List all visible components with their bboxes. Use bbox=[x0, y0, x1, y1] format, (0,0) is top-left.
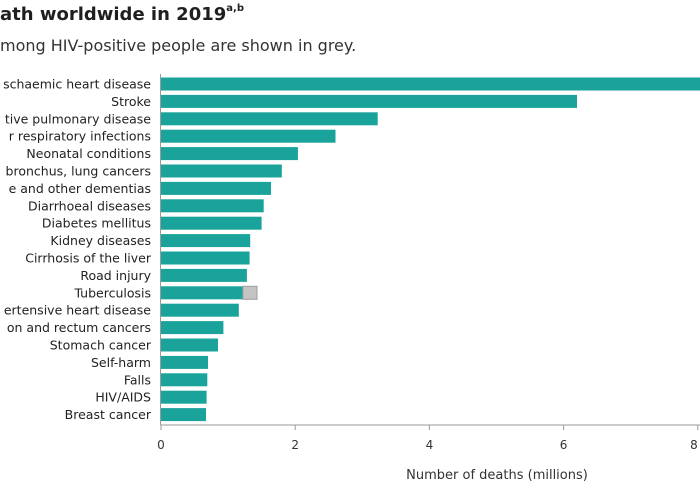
bar bbox=[161, 355, 208, 369]
category-label: schaemic heart disease bbox=[3, 77, 151, 92]
x-tick-label: 6 bbox=[560, 438, 568, 452]
category-label: Road injury bbox=[80, 268, 151, 283]
category-label: tive pulmonary disease bbox=[5, 111, 151, 126]
category-label: e and other dementias bbox=[9, 181, 151, 196]
bar-hiv-positive-segment bbox=[242, 285, 258, 300]
x-tick-label: 2 bbox=[291, 438, 299, 452]
chart-title: ath worldwide in 2019a,b bbox=[0, 3, 244, 25]
bar bbox=[161, 181, 271, 195]
x-tick-label: 0 bbox=[157, 438, 165, 452]
category-label: Stroke bbox=[111, 94, 151, 109]
x-axis-title: Number of deaths (millions) bbox=[406, 468, 588, 483]
category-label: Diabetes mellitus bbox=[42, 216, 151, 231]
category-label: Stomach cancer bbox=[50, 338, 152, 353]
category-label: Diarrhoeal diseases bbox=[28, 198, 151, 213]
bar bbox=[161, 408, 206, 422]
bar bbox=[161, 77, 700, 91]
bar bbox=[161, 147, 298, 161]
category-label: Tuberculosis bbox=[73, 285, 151, 300]
bar bbox=[161, 286, 243, 300]
category-label: Breast cancer bbox=[65, 407, 152, 422]
category-label: Cirrhosis of the liver bbox=[25, 251, 152, 266]
bar bbox=[161, 251, 250, 265]
bar bbox=[161, 373, 208, 387]
category-label: HIV/AIDS bbox=[95, 390, 151, 405]
chart-title-text: ath worldwide in 2019 bbox=[0, 4, 227, 25]
bar bbox=[161, 129, 336, 143]
bar bbox=[161, 268, 247, 282]
category-label: Self-harm bbox=[91, 355, 151, 370]
bar bbox=[161, 303, 239, 317]
bar bbox=[161, 338, 218, 352]
x-tick-label: 8 bbox=[690, 438, 698, 452]
category-label: Neonatal conditions bbox=[26, 146, 151, 161]
category-labels: schaemic heart disease Stroke tive pulmona… bbox=[3, 77, 152, 423]
chart-title-footnote-marker: a,b bbox=[226, 3, 244, 14]
category-label: Falls bbox=[124, 372, 151, 387]
category-label: bronchus, lung cancers bbox=[6, 164, 151, 179]
bar bbox=[161, 390, 207, 404]
chart-subtitle: mong HIV-positive people are shown in gr… bbox=[0, 36, 357, 55]
category-label: r respiratory infections bbox=[9, 129, 151, 144]
x-tick-label: 4 bbox=[426, 438, 434, 452]
bar bbox=[161, 164, 282, 178]
bars-layer bbox=[161, 77, 700, 422]
category-label: on and rectum cancers bbox=[7, 320, 151, 335]
category-label: Kidney diseases bbox=[50, 233, 151, 248]
bar bbox=[161, 199, 264, 213]
x-axis: 0 2 4 6 8 bbox=[157, 74, 700, 452]
bar bbox=[161, 321, 224, 335]
bar bbox=[161, 94, 577, 108]
category-label: ertensive heart disease bbox=[4, 303, 151, 318]
bar bbox=[161, 112, 378, 126]
bar bbox=[161, 234, 251, 248]
bar bbox=[161, 216, 262, 230]
